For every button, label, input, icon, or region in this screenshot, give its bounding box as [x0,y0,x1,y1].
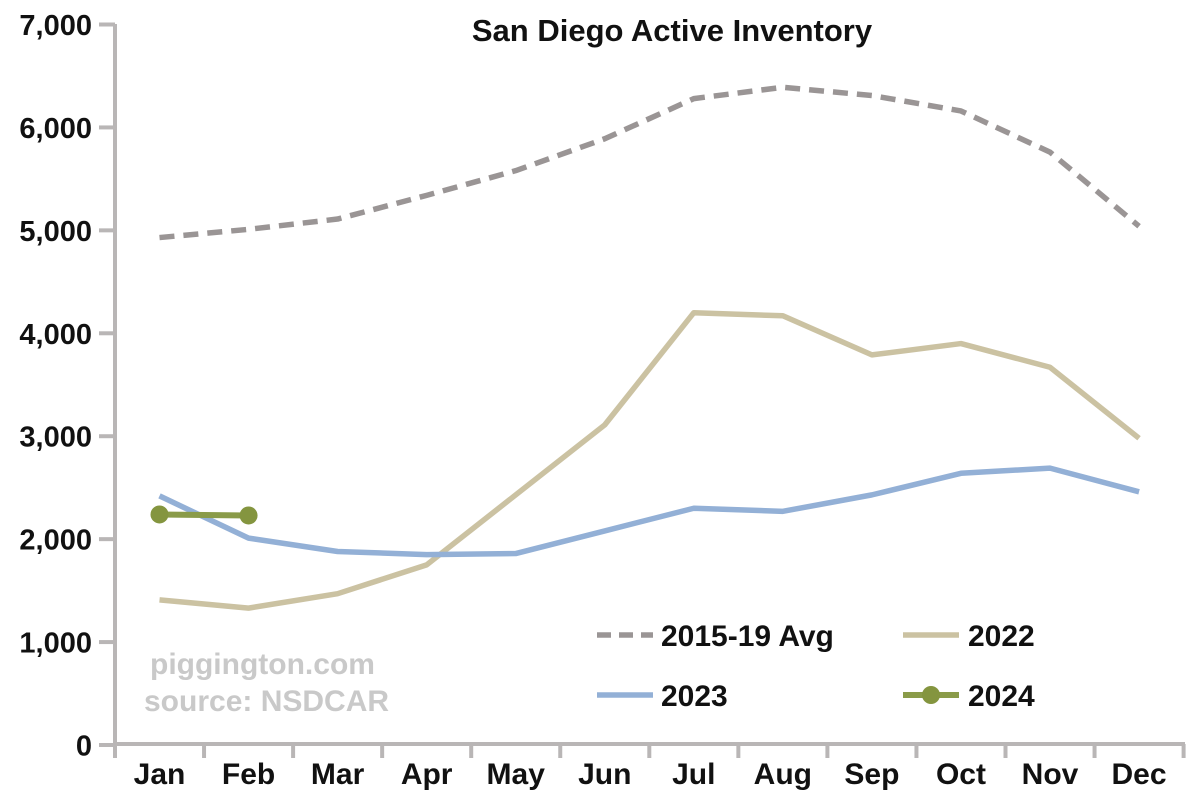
y-tick-label: 2,000 [19,525,92,557]
series-line-2022 [159,309,1141,611]
series-marker-2024 [239,506,258,525]
legend-label-2024: 2024 [968,680,1035,713]
y-tick-label: 3,000 [19,422,92,454]
series-lines [150,84,1141,611]
x-tick-label: Dec [1112,758,1167,791]
y-tick-label: 1,000 [19,628,92,660]
axes: 0 1,000 2,000 3,000 4,000 5,000 6,000 7,000 Jan F… [19,10,1186,791]
x-tick-label: Mar [311,758,365,791]
x-tick-label: Jan [134,758,186,791]
x-tick-label: Nov [1022,758,1079,791]
x-tick-label: Jul [672,758,715,791]
chart-legend: 2015-19 Avg 2022 2023 2024 [597,620,1035,713]
y-tick-label: 4,000 [19,319,92,351]
watermark-source: source: NSDCAR [144,685,389,718]
legend-label-2022: 2022 [968,620,1035,653]
series-line-2023 [158,465,1140,558]
x-tick-label: Oct [936,758,986,791]
x-tick-label: Jun [578,758,631,791]
y-tick-label: 6,000 [19,113,92,145]
y-tick-label: 7,000 [19,10,92,42]
series-marker-2024 [150,505,169,524]
x-tick-label: Sep [844,758,899,791]
legend-label-2023: 2023 [661,680,728,713]
x-tick-label: Feb [222,758,275,791]
x-tick-label: May [487,758,546,791]
watermark-site: piggington.com [150,648,375,681]
legend-label-2015-19-avg: 2015-19 Avg [661,620,834,653]
x-tick-label: Apr [401,758,453,791]
y-tick-label: 0 [76,731,92,763]
page-title: San Diego Active Inventory [472,13,873,48]
series-line-2015-19-avg [159,84,1141,241]
x-tick-label: Aug [754,758,812,791]
y-tick-label: 5,000 [19,216,92,248]
legend-marker-2024 [922,686,940,704]
series-line-2024 [159,511,249,519]
